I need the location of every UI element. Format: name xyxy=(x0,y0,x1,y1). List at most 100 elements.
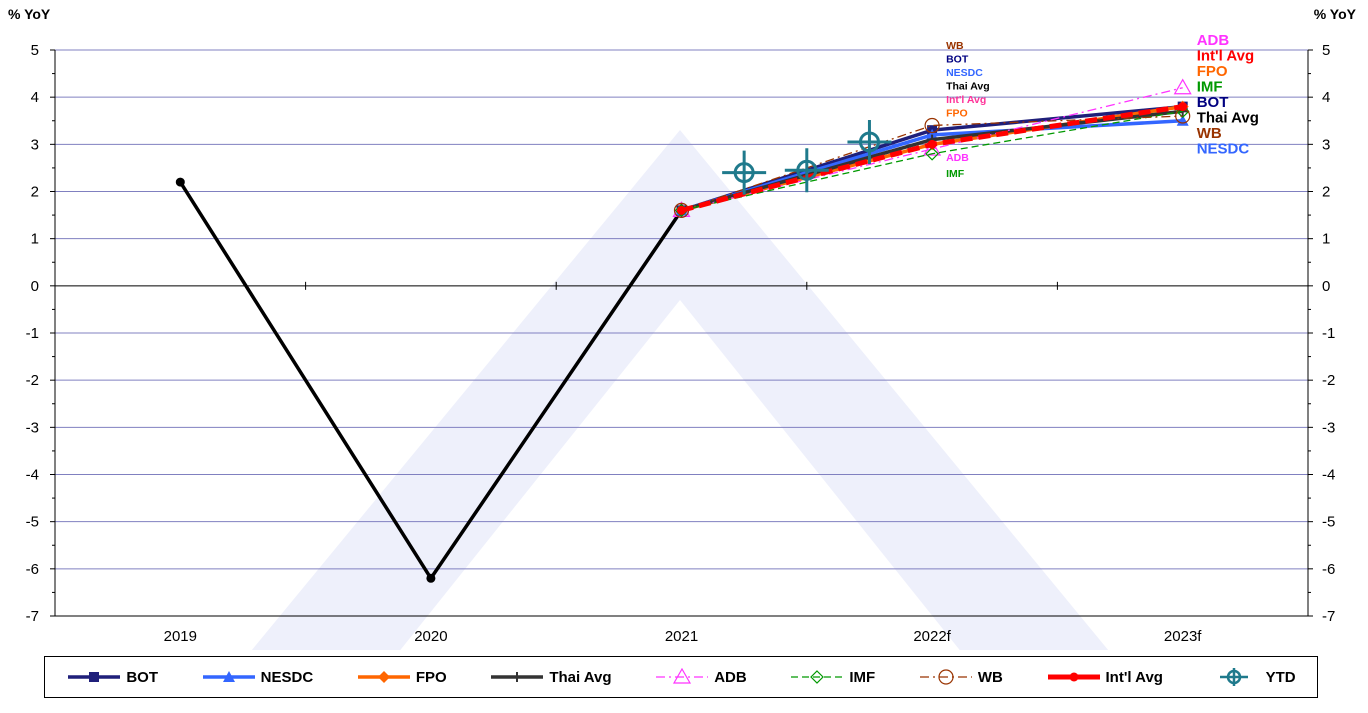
legend-item: Thai Avg xyxy=(489,668,612,686)
y-tick-label-right: -7 xyxy=(1322,608,1335,625)
y-tick-label-right: 4 xyxy=(1322,89,1330,106)
crosshair-lines xyxy=(847,119,892,164)
legend-label: IMF xyxy=(849,668,876,686)
annotation-2023: BOT xyxy=(1197,94,1229,111)
legend-item: YTD xyxy=(1206,668,1296,686)
marker-dot xyxy=(677,205,686,215)
marker-triangle xyxy=(222,671,235,682)
annotation-2023: ADB xyxy=(1197,32,1230,49)
x-tick-label: 2022f xyxy=(913,628,951,645)
series-thai-avg xyxy=(676,106,1188,216)
x-tick-label: 2019 xyxy=(164,628,197,645)
legend-label: Int'l Avg xyxy=(1105,668,1163,686)
series-line xyxy=(680,104,1183,213)
y-axis-label-right: % YoY xyxy=(1313,6,1356,22)
annotation-2022: IMF xyxy=(946,168,965,180)
marker-crosshair xyxy=(722,150,767,195)
series-line xyxy=(681,110,1183,212)
legend-label: Thai Avg xyxy=(549,668,612,686)
x-tick-label: 2021 xyxy=(665,628,698,645)
marker-dot xyxy=(426,573,436,583)
legend-swatch xyxy=(202,671,255,682)
legend-swatch xyxy=(919,669,972,685)
legend-label: NESDC xyxy=(260,668,314,686)
marker-diamond-open xyxy=(925,146,939,161)
gridlines xyxy=(55,49,1308,617)
marker-triangle-open xyxy=(923,139,942,156)
legend-item: FPO xyxy=(356,668,447,686)
y-tick-label-right: 3 xyxy=(1322,136,1330,153)
y-tick-label-right: 2 xyxy=(1322,184,1330,201)
annotation-2022: WB xyxy=(946,40,964,52)
marker-crosshair xyxy=(784,148,829,193)
y-tick-label-left: 4 xyxy=(31,89,39,106)
annotation-2022: ADB xyxy=(946,152,969,164)
marker-dot xyxy=(927,139,937,149)
y-tick-label-left: 3 xyxy=(31,136,39,153)
annotation-2023: Thai Avg xyxy=(1197,110,1259,127)
y-tick-label-left: -2 xyxy=(26,372,39,389)
y-tick-label-right: -3 xyxy=(1322,419,1335,436)
y-tick-label-left: -6 xyxy=(26,561,39,578)
annotation-2022: Thai Avg xyxy=(946,81,990,93)
y-tick-label-right: 5 xyxy=(1322,42,1330,59)
x-tick-label: 2020 xyxy=(414,628,447,645)
series-imf xyxy=(674,104,1190,218)
line-chart: -7 -7 -6 -6 -5 -5 -4 -4 -3 -3 -2 -2 -1 -1 0 0 1 1 2 2 3 3 4 4 5 5… xyxy=(26,32,1336,650)
legend-swatch xyxy=(1047,672,1100,682)
legend-item: IMF xyxy=(789,668,875,686)
legend-swatch xyxy=(491,672,544,682)
y-tick-label-left: -7 xyxy=(26,608,39,625)
watermark-shape xyxy=(251,130,1109,650)
annotation-2023: WB xyxy=(1197,125,1222,142)
y-tick-label-left: -5 xyxy=(26,514,39,531)
legend-swatch xyxy=(791,670,844,684)
y-tick-label-left: 0 xyxy=(31,278,39,295)
marker-diamond-open xyxy=(810,670,825,684)
legend-swatch xyxy=(656,668,709,684)
series-line xyxy=(681,104,1183,213)
y-tick-label-left: 2 xyxy=(31,184,39,201)
crosshair-lines xyxy=(784,148,829,193)
chart-legend: BOT NESDC FPO Thai Avg ADB IMF WB Int'l Avg YTD xyxy=(44,656,1318,698)
y-tick-label-right: -6 xyxy=(1322,561,1335,578)
crosshair-lines xyxy=(722,150,767,195)
marker-triangle-open xyxy=(1173,78,1192,95)
annotation-2022: FPO xyxy=(946,108,968,120)
marker-dot xyxy=(1178,102,1188,112)
y-axis-label-left: % YoY xyxy=(8,6,51,22)
x-tick-label: 2023f xyxy=(1164,628,1202,645)
y-tick-label-left: -1 xyxy=(26,325,39,342)
marker-square xyxy=(89,672,100,682)
series-line xyxy=(681,115,1183,211)
legend-label: YTD xyxy=(1265,668,1296,686)
marker-diamond xyxy=(377,671,390,683)
y-tick-label-right: -1 xyxy=(1322,325,1335,342)
y-tick-label-right: 0 xyxy=(1322,278,1330,295)
legend-crosshair-lines xyxy=(1219,668,1248,686)
annotation-2022: Int'l Avg xyxy=(946,94,986,106)
axes: -7 -7 -6 -6 -5 -5 -4 -4 -3 -3 -2 -2 -1 -1 0 0 1 1 2 2 3 3 4 4 5 5… xyxy=(26,42,1336,645)
series-ytd xyxy=(722,119,892,195)
y-tick-label-left: 1 xyxy=(31,231,39,248)
marker-crosshair xyxy=(847,119,892,164)
legend-item: BOT xyxy=(66,668,158,686)
annotation-2023: IMF xyxy=(1197,79,1223,96)
legend-item: NESDC xyxy=(201,668,314,686)
y-tick-label-right: -5 xyxy=(1322,514,1335,531)
marker-triangle xyxy=(926,128,939,140)
y-tick-label-right: -4 xyxy=(1322,467,1335,484)
marker-dot xyxy=(175,177,185,187)
legend-label: BOT xyxy=(126,668,158,686)
legend-label: WB xyxy=(977,668,1003,686)
annotation-2023: NESDC xyxy=(1197,141,1250,158)
legend-swatch xyxy=(1219,668,1248,686)
watermark-logo xyxy=(251,130,1109,650)
legend-swatch xyxy=(357,671,410,683)
legend-label: FPO xyxy=(415,668,447,686)
annotation-2023: Int'l Avg xyxy=(1197,48,1254,65)
legend-swatch xyxy=(68,672,121,682)
y-tick-label-left: 5 xyxy=(31,42,39,59)
marker-plus xyxy=(512,672,523,682)
legend-item: Int'l Avg xyxy=(1046,668,1163,686)
